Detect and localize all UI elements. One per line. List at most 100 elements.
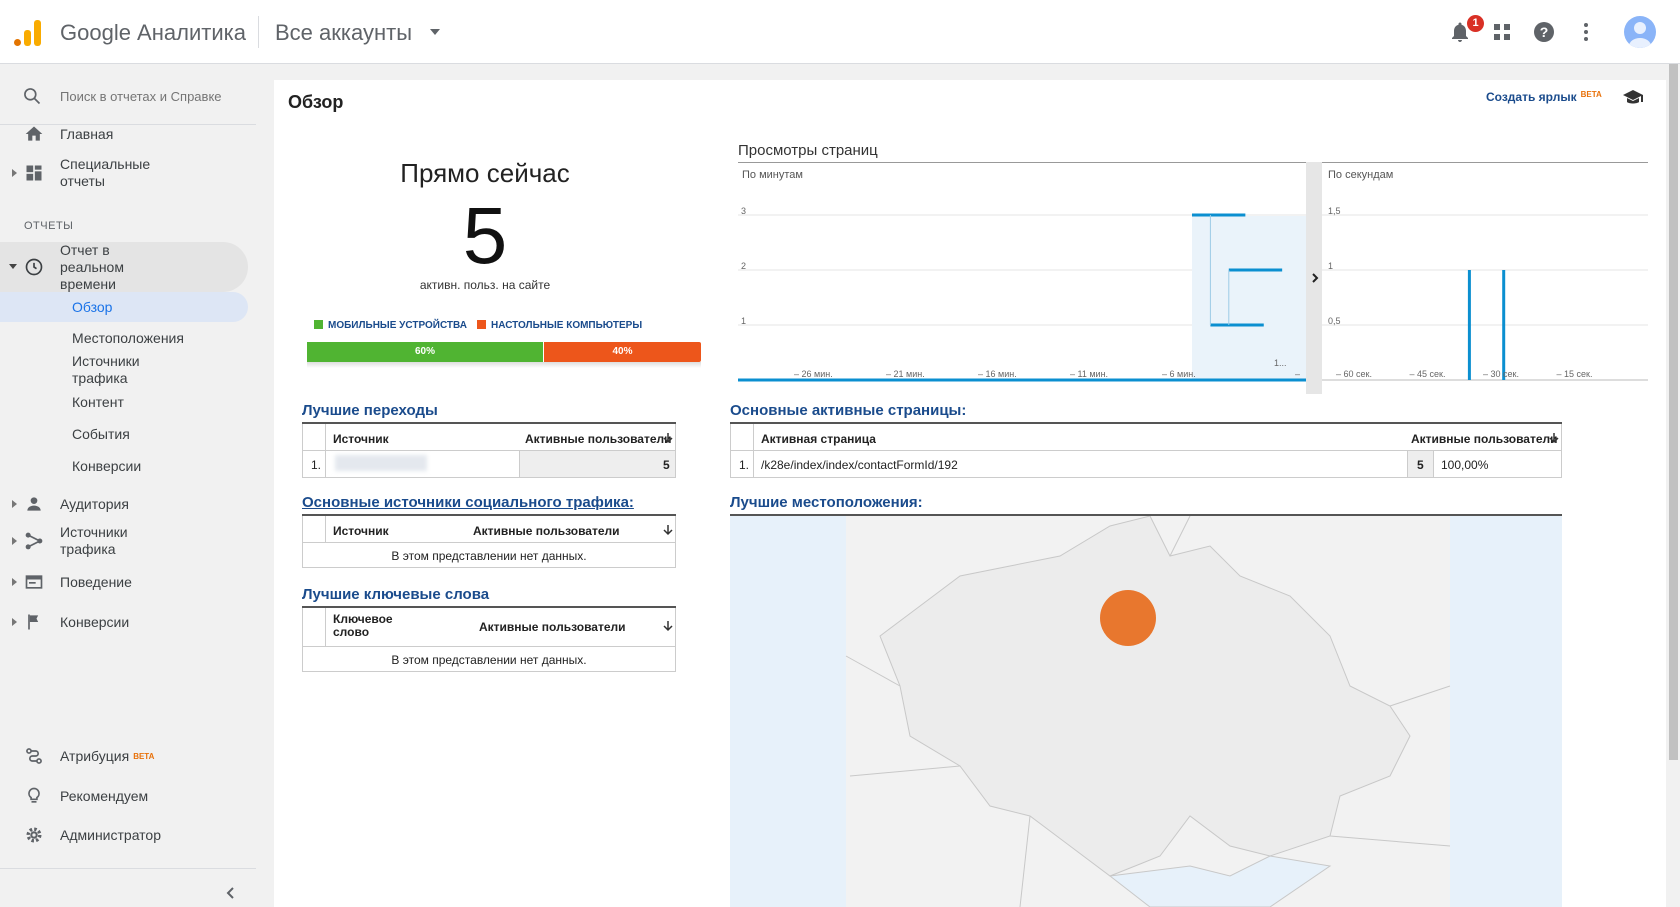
sidebar-item-behavior[interactable]: Поведение — [0, 572, 248, 592]
sidebar-item-label: Аудитория — [60, 496, 129, 512]
panel-separator — [1306, 162, 1322, 394]
y-tick-label: 3 — [741, 206, 746, 216]
main-content: Обзор Создать ярлык BETA Прямо сейчас 5 а… — [274, 80, 1666, 907]
active-users-count: 5 — [462, 191, 508, 280]
search-input[interactable] — [60, 84, 228, 108]
apps-icon[interactable] — [1490, 20, 1514, 44]
col-active-users[interactable]: Активные пользователи — [1411, 432, 1558, 446]
sidebar-item-home[interactable]: Главная — [0, 124, 248, 144]
sidebar-item-label: Атрибуция BETA — [60, 748, 154, 765]
x-tick-label: – 21 мин. — [886, 369, 925, 379]
col-divider — [519, 451, 520, 477]
col-active-page: Активная страница — [761, 432, 876, 446]
svg-text:?: ? — [1540, 24, 1549, 40]
keywords-table: Ключевое слово Активные пользователи В э… — [302, 608, 676, 672]
second-grid: 1,5 1 0,5 — [1322, 206, 1648, 381]
sidebar-item-label: Конверсии — [60, 614, 130, 630]
sidebar: Главная Специальные отчеты ОТЧЕТЫ Отчет … — [0, 64, 256, 907]
row-index: 1. — [739, 458, 750, 472]
sidebar-item-admin[interactable]: Администратор — [0, 825, 248, 845]
chevron-right-icon[interactable] — [1312, 273, 1319, 283]
col-divider — [325, 608, 326, 646]
divider — [0, 868, 256, 869]
more-vert-icon[interactable] — [1574, 20, 1598, 44]
sidebar-subitem-conversions[interactable]: Конверсии — [72, 458, 142, 474]
sidebar-item-label: Источники трафика — [60, 524, 128, 557]
percent-value: 100,00% — [1441, 458, 1489, 472]
sidebar-item-audience[interactable]: Аудитория — [0, 494, 248, 514]
sidebar-item-label: Поведение — [60, 574, 132, 590]
account-avatar[interactable] — [1624, 16, 1656, 48]
sidebar-item-acquisition[interactable]: Источники трафика — [0, 524, 248, 558]
sidebar-item-custom-reports[interactable]: Специальные отчеты — [0, 156, 248, 190]
section-title-referrals: Лучшие переходы — [302, 402, 438, 419]
value-cell-bg — [1407, 451, 1433, 477]
sidebar-item-attribution[interactable]: Атрибуция BETA — [0, 746, 248, 766]
section-title-social[interactable]: Основные источники социального трафика: — [302, 494, 634, 511]
device-bar-mobile: 60% — [307, 342, 543, 362]
expand-arrow-icon — [12, 537, 17, 545]
lightbulb-icon — [28, 787, 40, 803]
locations-map[interactable] — [730, 516, 1562, 907]
row-index: 1. — [311, 458, 322, 472]
pageviews-chart: По минутам По секундам 3 2 1 1,5 1 0,5 – 26 … — [738, 162, 1648, 394]
col-active-users[interactable]: Активные пользователи — [525, 432, 672, 446]
x-tick-label: – 30 сек. — [1483, 369, 1519, 379]
col-divider — [753, 424, 754, 477]
sort-desc-icon[interactable] — [663, 432, 673, 444]
graduation-cap-icon[interactable] — [1622, 88, 1644, 106]
sidebar-item-discover[interactable]: Рекомендуем — [0, 786, 248, 806]
section-rule — [302, 514, 676, 516]
legend-desktop: НАСТОЛЬНЫЕ КОМПЬЮТЕРЫ — [477, 320, 642, 331]
sidebar-subitem-content[interactable]: Контент — [72, 394, 124, 410]
device-bar-desktop: 40% — [544, 342, 701, 362]
col-keyword: Ключевое слово — [333, 612, 393, 639]
legend-swatch — [314, 320, 323, 329]
page-link[interactable]: /k28e/index/index/contactFormId/192 — [761, 458, 958, 472]
account-selector[interactable]: Все аккаунты — [275, 20, 413, 45]
recent-highlight — [1192, 216, 1306, 380]
row-divider — [303, 646, 675, 647]
sort-desc-icon[interactable] — [663, 620, 673, 632]
sidebar-subitem-locations[interactable]: Местоположения — [72, 330, 184, 346]
blurred-source — [335, 455, 427, 471]
beta-badge: BETA — [1580, 90, 1602, 99]
notifications-icon[interactable] — [1448, 20, 1472, 44]
y-tick-label: 1 — [1328, 261, 1333, 271]
gear-icon — [26, 827, 42, 843]
per-minute-label: По минутам — [742, 169, 803, 181]
help-icon[interactable]: ? — [1532, 20, 1556, 44]
col-divider — [1407, 451, 1408, 477]
legend-swatch — [477, 320, 486, 329]
location-bubble[interactable] — [1100, 590, 1156, 646]
collapse-arrow-icon — [9, 264, 17, 269]
minute-series — [738, 213, 1306, 382]
sidebar-subitem-events[interactable]: События — [72, 426, 130, 442]
scrollbar-thumb[interactable] — [1669, 64, 1678, 760]
acquisition-icon — [25, 532, 43, 550]
sidebar-item-realtime-content[interactable]: Отчет в реальном времени — [0, 242, 248, 292]
sidebar-item-label: Администратор — [60, 827, 162, 843]
social-table: Источник Активные пользователи В этом пр… — [302, 516, 676, 568]
avatar-icon — [1629, 22, 1651, 48]
col-active-users[interactable]: Активные пользователи — [473, 524, 620, 538]
sidebar-subitem-overview-bg — [0, 292, 248, 322]
collapse-sidebar-icon[interactable] — [224, 886, 238, 900]
sidebar-item-conversions[interactable]: Конверсии — [0, 612, 248, 632]
x-tick-label: – 26 мин. — [794, 369, 833, 379]
sort-desc-icon[interactable] — [663, 524, 673, 536]
analytics-logo-icon[interactable] — [14, 18, 42, 46]
sort-desc-icon[interactable] — [1549, 432, 1559, 444]
section-rule — [730, 422, 1562, 424]
col-active-users[interactable]: Активные пользователи — [479, 620, 626, 634]
pages-table: Активная страница Активные пользователи … — [730, 424, 1562, 478]
y-tick-label: 0,5 — [1328, 316, 1341, 326]
col-divider — [325, 516, 326, 542]
create-shortcut-label: Создать ярлык — [1486, 90, 1577, 104]
create-shortcut-link[interactable]: Создать ярлык BETA — [1486, 90, 1602, 104]
caret-down-icon[interactable] — [430, 29, 440, 35]
section-title-pages: Основные активные страницы: — [730, 402, 967, 419]
sidebar-subitem-traffic-sources[interactable]: Источники трафика — [72, 353, 140, 386]
sidebar-subitem-overview[interactable]: Обзор — [72, 299, 113, 315]
map-country-shape — [879, 516, 1411, 877]
